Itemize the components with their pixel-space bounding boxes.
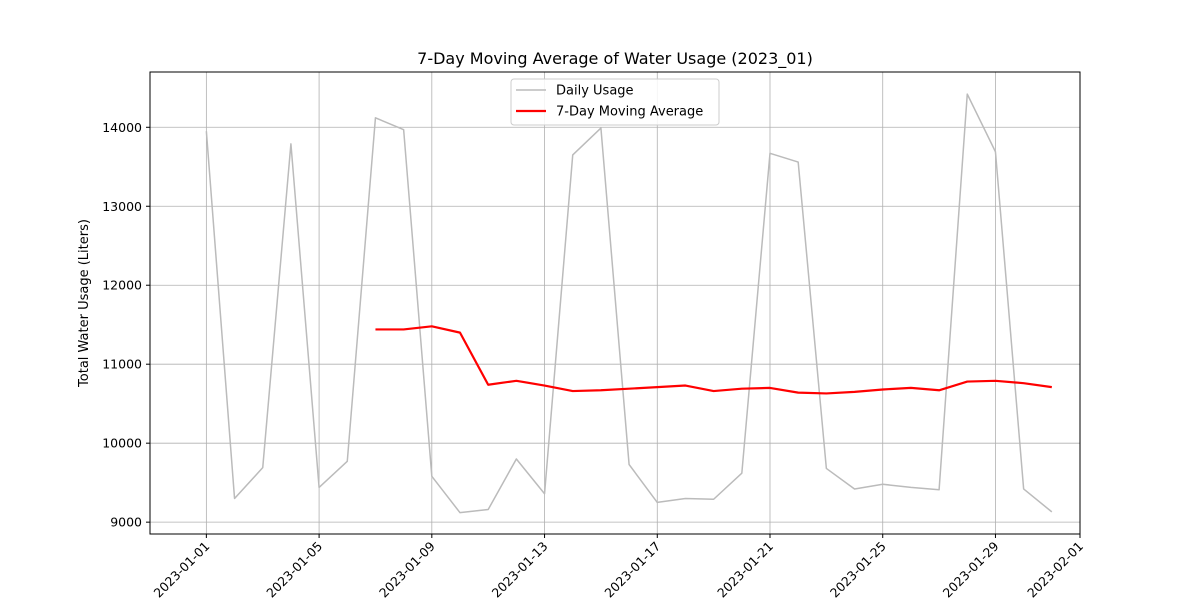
x-axis-ticks: 2023-01-01 2023-01-05 2023-01-09 2023-01-13… — [151, 534, 1086, 600]
x-tick-label: 2023-01-21 — [714, 539, 776, 600]
y-tick-label: 13000 — [102, 199, 142, 214]
y-axis-label: Total Water Usage (Liters) — [77, 219, 92, 388]
y-tick-label: 9000 — [110, 515, 142, 530]
y-tick-label: 12000 — [102, 278, 142, 293]
x-tick-label: 2023-01-13 — [489, 539, 551, 600]
x-tick-label: 2023-01-29 — [940, 538, 1002, 600]
x-tick-label: 2023-01-09 — [376, 538, 438, 600]
moving-average-line — [375, 325, 1052, 395]
y-tick-label: 14000 — [102, 120, 142, 135]
y-tick-label: 10000 — [102, 436, 142, 451]
x-tick-label: 2023-01-05 — [263, 539, 325, 600]
legend-box — [510, 78, 720, 126]
x-tick-label: 2023-01-17 — [601, 539, 663, 600]
x-tick-label: 2023-02-01 — [1024, 539, 1086, 600]
series-lines — [205, 93, 1053, 514]
y-axis-ticks: 9000 10000 11000 12000 13000 14000 — [102, 120, 150, 530]
legend: Daily Usage 7-Day Moving Average — [510, 78, 720, 126]
daily-usage-line — [205, 93, 1053, 514]
legend-label: Daily Usage — [556, 84, 634, 99]
legend-label: 7-Day Moving Average — [556, 105, 703, 120]
y-tick-label: 11000 — [102, 357, 142, 372]
x-tick-label: 2023-01-25 — [827, 539, 889, 600]
x-tick-label: 2023-01-01 — [151, 539, 213, 600]
plot-frame — [149, 71, 1081, 535]
chart-title: 7-Day Moving Average of Water Usage (202… — [417, 49, 813, 69]
grid — [150, 72, 1081, 534]
